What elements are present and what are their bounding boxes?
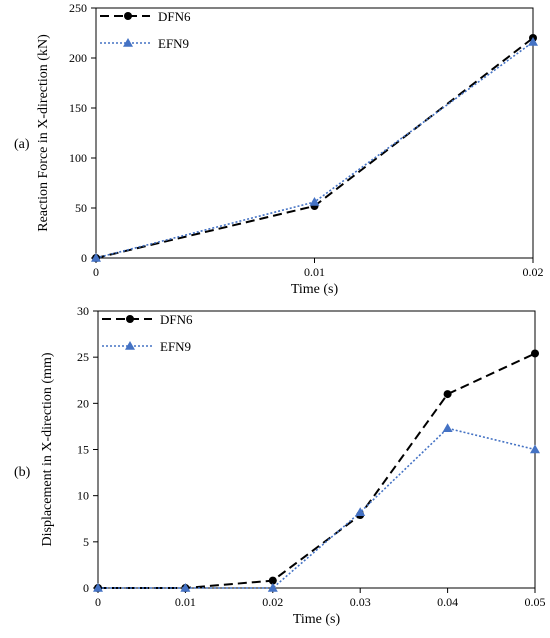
data-point-efn9 [528,37,538,46]
data-point-efn9 [93,583,103,592]
x-tick-label: 0.02 [523,265,544,279]
y-tick-label: 20 [77,396,89,410]
x-axis-label: Time (s) [291,282,339,297]
x-tick-label: 0.01 [304,265,325,279]
y-tick-label: 30 [77,304,89,318]
x-axis-label: Time (s) [293,612,341,627]
series-line-efn9 [98,427,536,589]
y-axis-label: Displacement in X-direction (mm) [40,352,55,546]
data-point-efn9 [267,583,278,592]
data-point-efn9 [309,197,320,206]
data-point-dfn6 [443,390,452,399]
x-tick-label: 0 [95,595,101,609]
panel-label: (a) [14,137,30,152]
y-tick-label: 0 [83,581,89,595]
x-tick-label: 0.02 [262,595,283,609]
panel-label: (b) [14,465,31,480]
y-tick-label: 250 [69,1,87,15]
y-tick-label: 50 [75,201,87,215]
chart-panel-0: 0 50 100 150 200 250 0 0.01 0.02 Time (s) Reaction… [14,1,544,297]
y-tick-label: 10 [77,489,89,503]
data-point-dfn6 [268,576,277,585]
x-tick-label: 0.01 [175,595,196,609]
data-point-dfn6 [531,349,539,358]
legend: DFN6 EFN9 [100,9,191,51]
y-tick-label: 150 [69,101,87,115]
x-tick-label: 0.05 [525,595,546,609]
x-tick-label: 0.04 [437,595,458,609]
legend-marker-efn9 [123,38,133,47]
x-tick-label: 0 [93,265,99,279]
legend-label-dfn6: DFN6 [160,312,193,327]
data-point-efn9 [180,583,191,592]
y-tick-label: 5 [83,535,89,549]
y-tick-label: 200 [69,51,87,65]
x-tick-label: 0.03 [350,595,371,609]
legend-label-dfn6: DFN6 [158,9,191,24]
data-point-efn9 [355,507,366,517]
legend-marker-dfn6 [124,12,132,20]
series-line-dfn6 [95,37,534,259]
y-tick-label: 25 [77,350,89,364]
data-point-efn9 [530,444,540,454]
data-point-efn9 [442,423,453,433]
legend-label-efn9: EFN9 [160,339,191,354]
chart-panel-1: 0 5 10 15 20 25 30 0 0.01 0.02 0.03 0.04 0.05 Time (s… [14,304,546,627]
data-point-efn9 [91,253,101,262]
y-axis-label: Reaction Force in X-direction (kN) [36,34,51,232]
y-tick-label: 0 [81,251,87,265]
legend: DFN6 EFN9 [102,312,193,354]
y-tick-label: 100 [69,151,87,165]
y-tick-label: 15 [77,443,89,457]
series-line-efn9 [95,41,534,259]
legend-marker-dfn6 [126,315,134,323]
series-line-dfn6 [98,352,536,589]
legend-marker-efn9 [125,341,135,350]
legend-label-efn9: EFN9 [158,36,189,51]
